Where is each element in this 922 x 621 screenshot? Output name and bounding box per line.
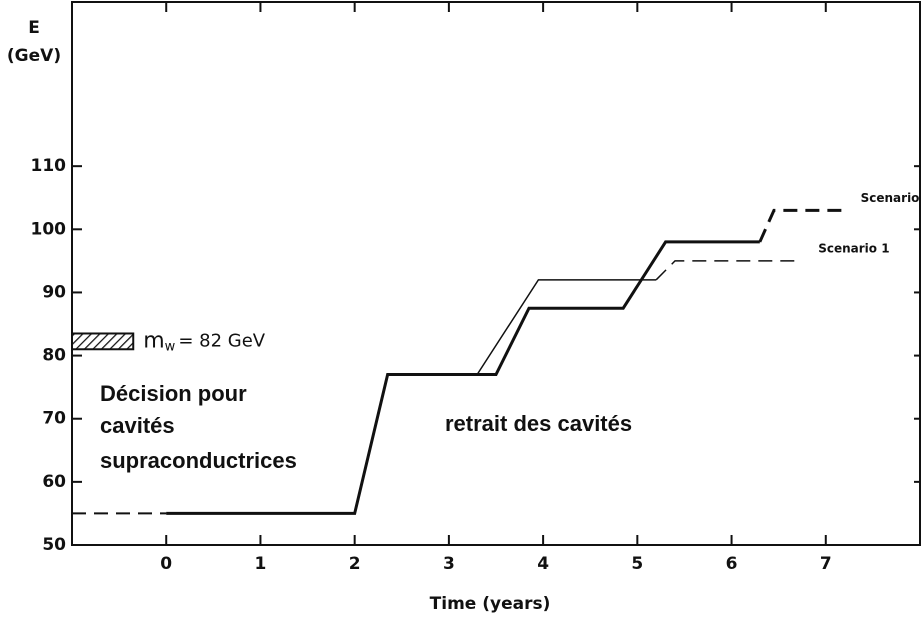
x-tick-label: 6 (726, 554, 738, 574)
annotation: Décision pour (100, 381, 247, 406)
annotation: cavités (100, 413, 175, 438)
series-line (758, 208, 845, 243)
mw-label: mw = 82 GeV (143, 328, 266, 354)
y-tick-label: 60 (42, 472, 66, 492)
x-tick-label: 4 (537, 554, 549, 574)
y-label: (GeV) (7, 46, 61, 66)
x-tick-label: 5 (631, 554, 643, 574)
mw-label-m: m (143, 328, 164, 353)
x-tick-label: 7 (820, 554, 832, 574)
y-tick-label: 70 (42, 409, 66, 429)
x-tick-label: 2 (349, 554, 361, 574)
y-tick-label: 100 (31, 219, 67, 239)
annotation: retrait des cavités (445, 411, 632, 436)
x-tick-label: 1 (255, 554, 267, 574)
y-tick-label: 90 (42, 282, 66, 302)
series-label: Scenario 2 (861, 191, 922, 205)
x-tick-label: 0 (160, 554, 172, 574)
x-tick-label: 3 (443, 554, 455, 574)
x-label: Time (years) (430, 594, 551, 614)
mw-label-sub: w (165, 339, 176, 354)
mw-band (71, 332, 135, 351)
y-tick-label: 50 (42, 535, 66, 555)
series-line (655, 260, 803, 281)
y-tick-label: 110 (31, 156, 67, 176)
series-label: Scenario 1 (818, 241, 889, 255)
y-tick-label: 80 (42, 346, 66, 366)
plot-frame (71, 1, 921, 546)
series-line (166, 240, 760, 515)
mw-label-rest: = 82 GeV (178, 330, 265, 351)
annotation: supraconductrices (100, 448, 297, 473)
y-label: E (28, 18, 40, 38)
